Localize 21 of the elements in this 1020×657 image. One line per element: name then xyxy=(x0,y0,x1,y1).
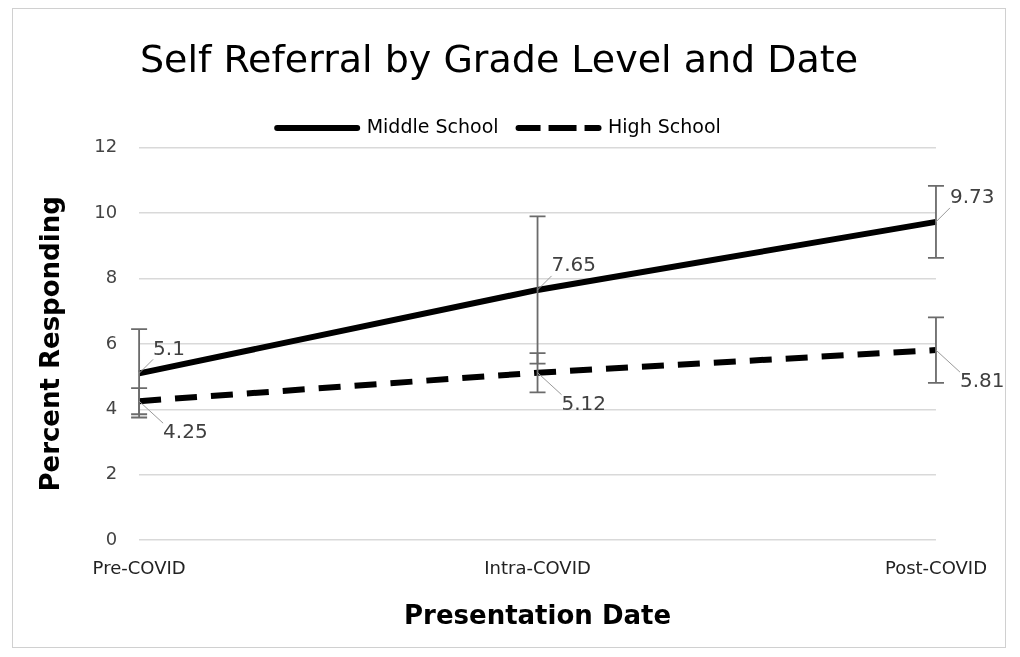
x-axis-title: Presentation Date xyxy=(404,600,672,631)
y-axis-title: Percent Responding xyxy=(35,196,66,492)
y-tick-label: 6 xyxy=(105,331,118,353)
y-tick-label: 12 xyxy=(94,135,118,157)
y-tick-label: 0 xyxy=(105,527,118,549)
x-tick-label: Pre-COVID xyxy=(92,556,186,578)
data-label: 5.1 xyxy=(153,335,185,360)
chart-title: Self Referral by Grade Level and Date xyxy=(139,36,859,81)
data-label: 9.73 xyxy=(949,184,995,209)
y-tick-label: 2 xyxy=(105,462,118,484)
y-tick-label: 4 xyxy=(105,397,118,419)
data-label: 5.81 xyxy=(959,368,1005,393)
legend-label: Middle School xyxy=(366,115,499,138)
data-label: 4.25 xyxy=(163,419,208,444)
data-label: 7.65 xyxy=(551,252,597,277)
legend-label: High School xyxy=(608,115,721,138)
y-tick-label: 10 xyxy=(94,200,118,222)
y-tick-label: 8 xyxy=(105,266,118,288)
data-label: 5.12 xyxy=(561,390,607,415)
x-tick-label: Intra-COVID xyxy=(484,556,591,578)
x-tick-label: Post-COVID xyxy=(884,556,987,578)
